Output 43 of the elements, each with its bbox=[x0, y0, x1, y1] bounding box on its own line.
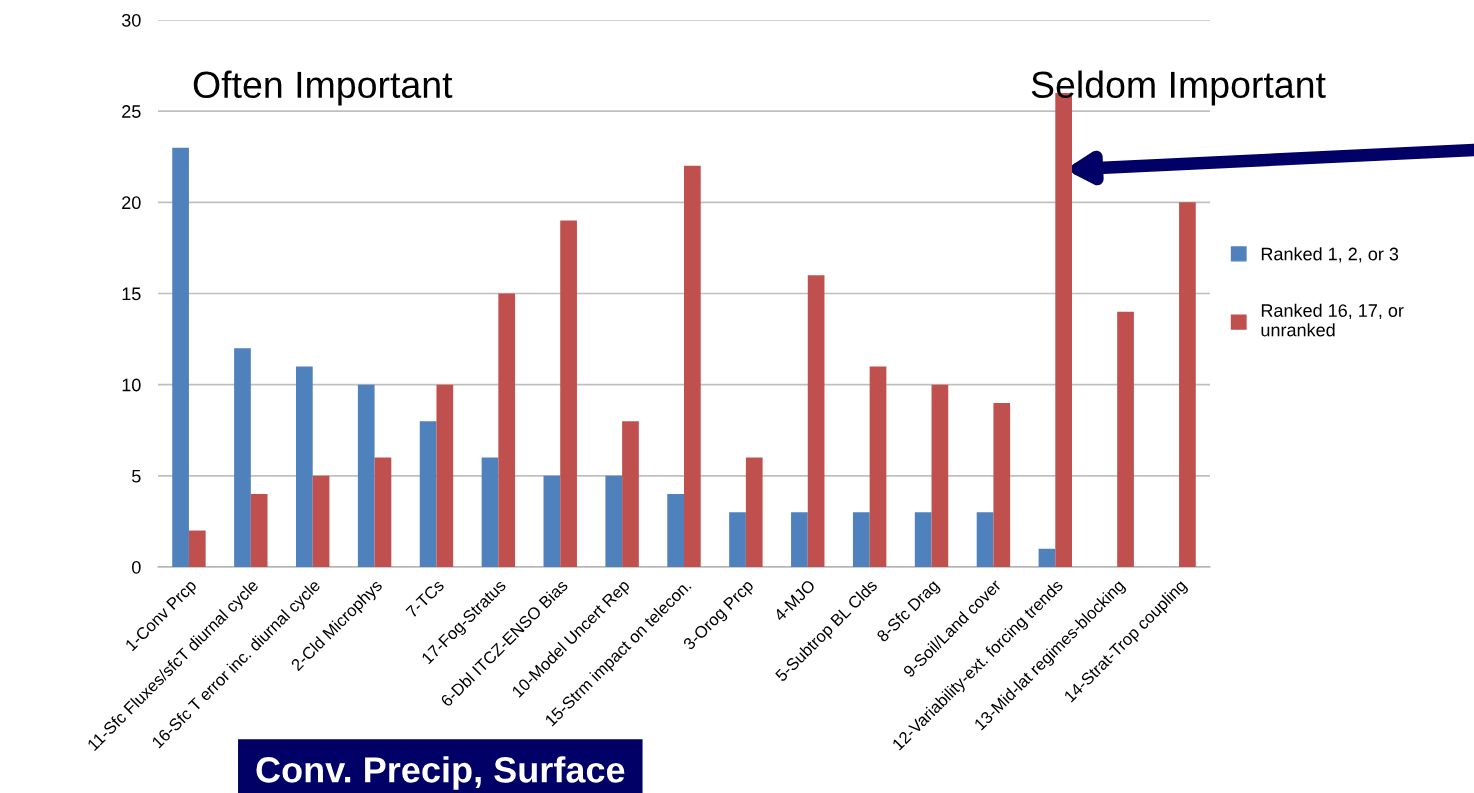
bar bbox=[1179, 202, 1196, 567]
bar bbox=[993, 402, 1011, 567]
bar bbox=[498, 293, 516, 567]
bar bbox=[931, 384, 949, 567]
bar bbox=[357, 384, 375, 567]
bar bbox=[374, 457, 392, 567]
bar bbox=[976, 512, 994, 567]
bar bbox=[605, 475, 623, 567]
bar bbox=[1038, 548, 1056, 567]
bar bbox=[622, 421, 639, 567]
y-tick-label: 25 bbox=[122, 105, 141, 118]
bar bbox=[852, 512, 870, 567]
y-tick-label: 15 bbox=[122, 287, 141, 301]
bar bbox=[250, 494, 268, 567]
bar bbox=[745, 457, 763, 567]
legend-label: Ranked 1, 2, or 3 bbox=[1261, 247, 1399, 263]
y-tick-label: 5 bbox=[132, 469, 141, 483]
annotation: Seldom Important bbox=[1031, 70, 1326, 106]
bar bbox=[312, 475, 330, 567]
bar bbox=[729, 512, 746, 567]
bar bbox=[1117, 311, 1134, 567]
bar bbox=[560, 220, 577, 567]
bar bbox=[667, 494, 684, 567]
y-tick-label: 10 bbox=[122, 378, 141, 392]
bar bbox=[234, 348, 251, 567]
y-tick-label: 30 bbox=[121, 13, 141, 27]
bar bbox=[791, 512, 808, 567]
bar bbox=[481, 457, 499, 567]
legend-label: Ranked 16, 17, or unranked bbox=[1261, 303, 1404, 337]
bar bbox=[914, 512, 932, 567]
bar bbox=[807, 275, 825, 567]
y-tick-label: 0 bbox=[132, 560, 141, 574]
text: Conv. Precip, Surface bbox=[256, 756, 625, 790]
bar bbox=[172, 147, 189, 567]
bar bbox=[543, 475, 561, 567]
bar bbox=[869, 366, 887, 567]
bar bbox=[436, 384, 454, 567]
bar bbox=[296, 366, 313, 567]
bar bbox=[684, 165, 701, 567]
annotation: Often Important bbox=[193, 70, 453, 106]
y-tick-label: 20 bbox=[122, 196, 141, 210]
bar bbox=[188, 530, 206, 567]
bar bbox=[419, 421, 437, 567]
